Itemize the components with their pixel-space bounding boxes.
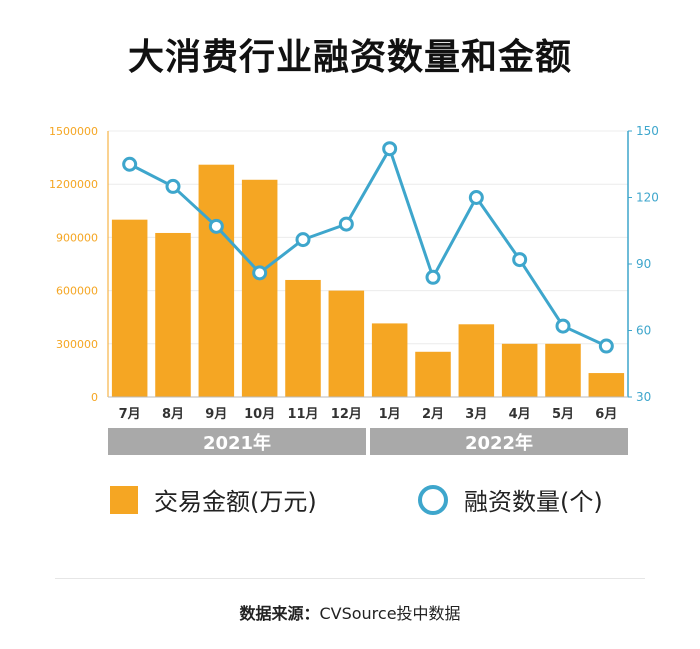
chart-title: 大消费行业融资数量和金额 [127, 37, 572, 78]
legend-bar-swatch [110, 485, 138, 514]
line-point [338, 216, 354, 232]
bar [198, 164, 235, 397]
legend-circle-icon [418, 484, 448, 515]
y-right-tick-label: 150 [636, 124, 659, 138]
x-tick-label: 9月 [205, 407, 227, 422]
bar [588, 373, 625, 397]
x-tick-label: 7月 [119, 407, 141, 422]
line-point [512, 252, 528, 268]
line-point [122, 156, 138, 172]
bar [371, 323, 408, 397]
series-line [128, 147, 607, 348]
y-right-tick-label: 120 [636, 191, 659, 205]
year-label: 2022年 [465, 432, 533, 454]
line-point [252, 265, 268, 281]
x-tick-label: 4月 [509, 407, 531, 422]
source-label: 数据来源： [239, 604, 320, 623]
bar [241, 179, 278, 397]
bar [155, 232, 191, 397]
line-point [555, 318, 571, 334]
x-tick-label: 2月 [422, 407, 444, 422]
x-tick-label: 11月 [287, 407, 318, 422]
x-tick-label: 8月 [162, 407, 184, 422]
y-left-tick-label: 1500000 [49, 125, 98, 138]
line-point [165, 178, 181, 194]
y-left-tick-label: 1200000 [49, 178, 98, 191]
bar [458, 324, 495, 397]
source-text: CVSource投中数据 [319, 604, 461, 623]
year-band [370, 428, 628, 455]
line-point [468, 190, 484, 205]
y-left-tick-label: 0 [91, 391, 98, 404]
bar-layer [111, 164, 625, 397]
y-left-tick-label: 300000 [56, 338, 98, 351]
data-source: 数据来源：CVSource投中数据 [0, 600, 700, 624]
line-point [208, 218, 224, 234]
y-left-tick-label: 900000 [56, 231, 98, 244]
y-right-tick-label: 60 [636, 324, 651, 338]
x-tick-label: 5月 [552, 407, 574, 422]
year-band [108, 428, 366, 455]
year-label: 2021年 [203, 432, 271, 454]
bar [111, 219, 148, 397]
bar [328, 290, 365, 397]
bar [501, 343, 538, 397]
line-point [598, 338, 614, 354]
axis-layer: 0 300000 600000 900000 1200000 1500000 30 60 90 1… [49, 124, 659, 455]
legend-bar-series: 交易金额(万元) [110, 482, 317, 517]
y-right-tick-label: 90 [636, 257, 651, 271]
line-layer [122, 141, 614, 354]
line-point [425, 269, 441, 285]
line-point [295, 232, 311, 248]
bar [545, 343, 581, 397]
x-tick-label: 6月 [595, 407, 617, 422]
bar [285, 279, 321, 397]
x-tick-label: 12月 [331, 407, 362, 422]
divider [55, 578, 645, 579]
x-tick-label: 3月 [465, 407, 487, 422]
combo-chart: 0 300000 600000 900000 1200000 1500000 30 60 90 1… [49, 124, 659, 455]
y-left-tick-label: 600000 [56, 285, 98, 298]
legend-bar-label: 交易金额(万元) [154, 488, 317, 516]
line-point [382, 141, 398, 157]
bar [415, 351, 451, 397]
legend-line-label: 融资数量(个) [464, 488, 603, 516]
y-right-tick-label: 30 [636, 390, 651, 404]
legend-line-series: 融资数量(个) [418, 482, 603, 517]
x-tick-label: 1月 [379, 407, 401, 422]
x-tick-label: 10月 [244, 407, 275, 422]
